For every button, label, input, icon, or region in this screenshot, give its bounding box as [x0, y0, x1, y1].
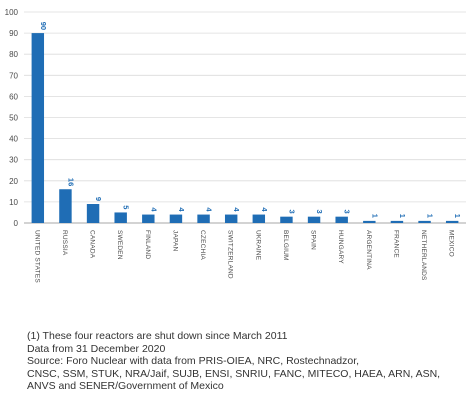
- data-label: 4: [177, 207, 186, 212]
- data-label: 5: [122, 205, 131, 209]
- x-tick-label: ARGENTINA: [365, 230, 372, 270]
- data-label: 1: [370, 214, 379, 218]
- y-tick-label: 80: [9, 50, 18, 59]
- data-label: 3: [315, 209, 324, 213]
- x-tick-label: SWITZERLAND: [227, 230, 234, 279]
- y-tick-label: 20: [9, 177, 18, 186]
- x-tick-label: NETHERLANDS: [420, 230, 427, 281]
- bar-belgium: [280, 216, 293, 223]
- note-source-continued: CNSC, SSM, STUK, NRA/Jaif, SUJB, ENSI, S…: [27, 367, 441, 380]
- bar-chart: 0 10 20 30 40 50 60 70 80 90 100 90 16 9 5 4 4 4 4 4 3 3 3 1 1 1…: [5, 8, 466, 283]
- data-label: 4: [205, 207, 214, 212]
- data-label: 9: [94, 197, 103, 201]
- x-tick-label: RUSSIA: [61, 230, 68, 256]
- x-tick-label: UKRAINE: [254, 230, 261, 261]
- y-tick-label: 40: [9, 135, 18, 144]
- y-tick-label: 70: [9, 71, 18, 80]
- x-tick-label: FINLAND: [144, 230, 151, 259]
- note-footnote: (1) These four reactors are shut down si…: [27, 330, 288, 342]
- bar-argentina: [363, 220, 376, 223]
- x-tick-label: BELGIUM: [282, 230, 289, 261]
- y-tick-label: 0: [14, 219, 19, 228]
- data-label: 3: [343, 209, 352, 213]
- chart-notes: (1) These four reactors are shut down si…: [27, 330, 467, 393]
- y-tick-label: 10: [9, 198, 18, 207]
- data-label: 1: [426, 214, 435, 218]
- bar-mexico: [445, 220, 459, 223]
- bar-canada: [86, 204, 100, 223]
- x-tick-label: SPAIN: [310, 230, 317, 250]
- bar-japan: [169, 214, 183, 223]
- note-source-end: ANVS and SENER/Government of Mexico: [27, 380, 224, 392]
- x-tick-label: HUNGARY: [337, 230, 344, 264]
- y-tick-label: 90: [9, 29, 18, 38]
- data-label: 1: [398, 214, 407, 218]
- bars: [31, 33, 459, 223]
- data-label: 16: [66, 178, 75, 186]
- data-label: 90: [39, 22, 48, 30]
- x-tick-label: JAPAN: [171, 230, 178, 252]
- gridlines: [24, 11, 466, 224]
- x-tick-label: FRANCE: [392, 230, 399, 258]
- y-axis-ticks: 0 10 20 30 40 50 60 70 80 90 100: [5, 8, 19, 228]
- data-label: 4: [232, 207, 241, 212]
- note-source: Source: Foro Nuclear with data from PRIS…: [27, 355, 360, 367]
- bar-netherlands: [418, 220, 431, 223]
- data-label: 1: [453, 214, 462, 218]
- bar-france: [390, 220, 404, 223]
- data-label: 4: [149, 207, 158, 212]
- data-label: 4: [260, 207, 269, 212]
- data-labels: 90 16 9 5 4 4 4 4 4 3 3 3 1 1 1 1: [39, 22, 462, 218]
- y-tick-label: 50: [9, 114, 18, 123]
- bar-czechia: [197, 214, 210, 223]
- bar-united-states: [31, 33, 45, 223]
- bar-spain: [307, 216, 321, 223]
- y-tick-label: 60: [9, 92, 18, 101]
- bar-russia: [59, 189, 72, 223]
- x-tick-label: UNITED STATES: [33, 230, 40, 283]
- data-label: 3: [287, 209, 296, 213]
- x-tick-label: MEXICO: [448, 230, 455, 257]
- bar-hungary: [335, 216, 348, 223]
- bar-switzerland: [224, 214, 238, 223]
- x-tick-label: CANADA: [89, 230, 96, 259]
- y-tick-label: 100: [5, 8, 19, 17]
- note-data-date: Data from 31 December 2020: [27, 342, 166, 355]
- y-tick-label: 30: [9, 156, 18, 165]
- x-axis-labels: UNITED STATES RUSSIA CANADA SWEDEN FINLAND JA…: [33, 230, 454, 283]
- bar-finland: [142, 214, 155, 223]
- bar-sweden: [114, 212, 127, 223]
- bar-ukraine: [252, 214, 266, 223]
- x-tick-label: CZECHIA: [199, 230, 206, 260]
- x-tick-label: SWEDEN: [116, 230, 123, 260]
